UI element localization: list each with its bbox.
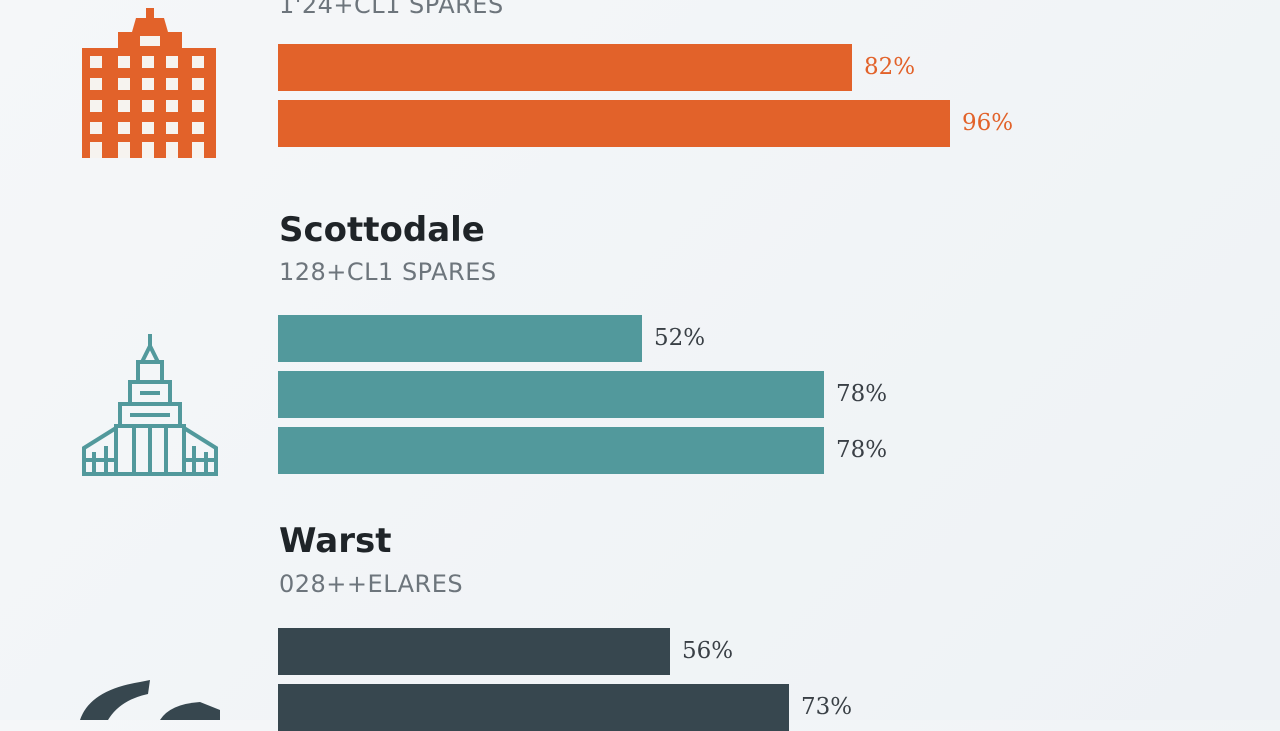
bar [278, 44, 852, 91]
bar-value-label: 78% [836, 381, 888, 407]
group-subtitle: 128+CL1 SPARES [279, 258, 497, 286]
bar-value-label: 78% [836, 437, 888, 463]
bar [278, 371, 824, 418]
bar-value-label: 56% [682, 638, 734, 664]
dome-building-icon [80, 680, 220, 720]
bar-value-label: 52% [654, 325, 706, 351]
bar [278, 628, 670, 675]
tower-building-icon [82, 334, 218, 476]
group-subtitle: 028++ELARES [279, 570, 464, 598]
group-title: Warst [279, 521, 392, 561]
bar-value-label: 73% [801, 694, 853, 720]
bar [278, 684, 789, 731]
bar-value-label: 96% [962, 110, 1014, 136]
group-title: Scottodale [279, 210, 485, 250]
bar [278, 427, 824, 474]
bar [278, 315, 642, 362]
group-subtitle: 1'24+CL1 SPARES [279, 0, 504, 19]
bar [278, 100, 950, 147]
office-building-icon [82, 8, 216, 158]
bar-value-label: 82% [864, 54, 916, 80]
